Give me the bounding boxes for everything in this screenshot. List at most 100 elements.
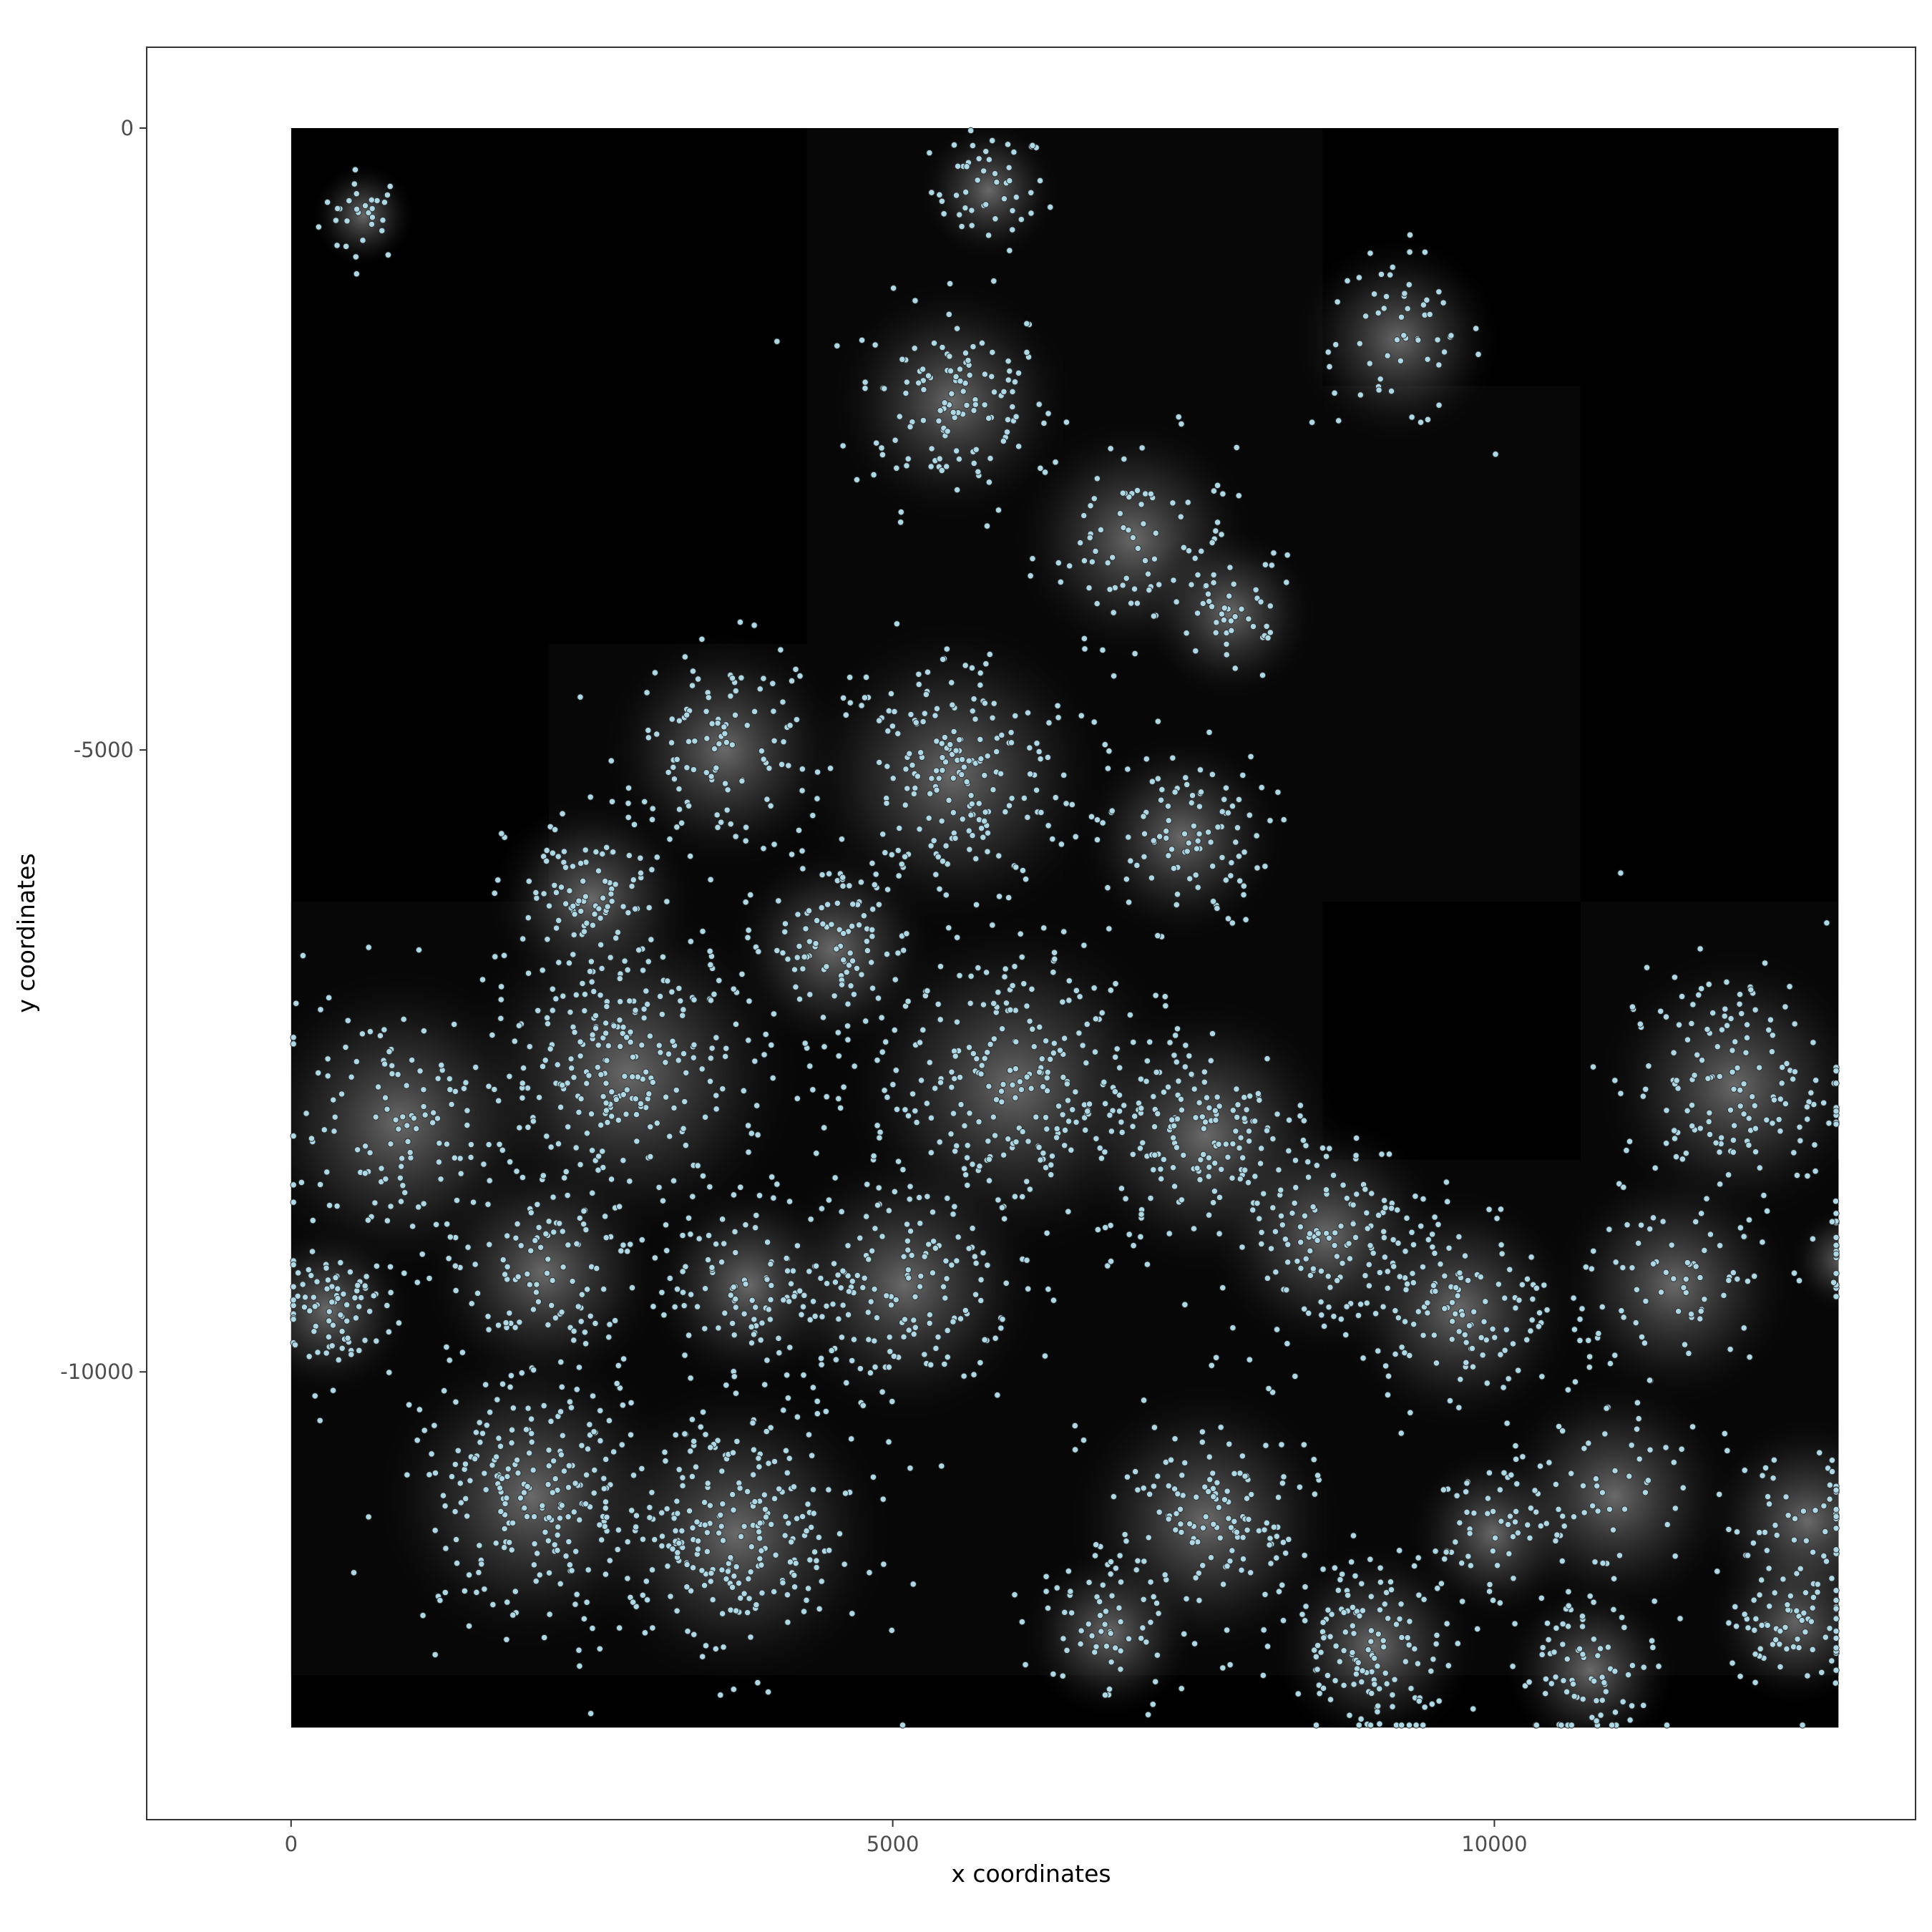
data-point [1059,1111,1066,1118]
data-point [981,700,989,707]
data-point [892,1296,900,1304]
data-point [547,1143,555,1151]
data-point [761,1491,769,1498]
data-point [960,763,968,771]
data-point [849,957,857,965]
data-point [1809,1548,1817,1556]
data-point [1043,1573,1050,1580]
data-point [1130,1038,1137,1046]
data-point [1569,1680,1577,1688]
data-point [1177,1521,1184,1528]
data-point [532,1577,540,1585]
data-point [775,1485,783,1493]
data-point [405,1401,413,1408]
data-point [899,947,907,954]
data-point [1790,1269,1798,1277]
data-point [491,889,498,897]
data-point [843,1379,850,1387]
data-point [987,454,994,462]
data-point [631,905,639,912]
data-point [761,1381,769,1388]
data-point [847,982,854,990]
data-point [1558,1722,1565,1729]
data-point [1670,1049,1677,1056]
data-point [1259,671,1267,679]
data-point [1130,1242,1137,1249]
data-point [506,1158,514,1166]
data-point [446,1075,454,1083]
data-point [579,877,587,885]
data-point [474,1289,482,1297]
data-point [1211,1188,1219,1195]
data-point [1023,320,1030,328]
data-point [1377,270,1385,278]
data-point [1123,875,1131,883]
data-point [952,373,960,381]
data-point [550,1457,557,1465]
data-point [1068,801,1076,809]
data-point [988,373,995,380]
data-point [562,1168,570,1176]
data-point [924,987,931,995]
data-point [781,1532,789,1539]
data-point [618,1247,625,1254]
data-point [1116,509,1124,517]
data-point [1445,1662,1452,1669]
data-point [1795,1277,1803,1284]
data-point [948,1262,955,1269]
data-point [1729,1148,1737,1156]
data-point [1240,882,1247,889]
data-point [1769,1120,1776,1127]
data-point [1219,854,1226,862]
data-point [1254,864,1261,872]
data-point [894,950,902,957]
data-point [1448,1317,1456,1325]
data-point [828,921,835,928]
data-point [890,1352,898,1360]
data-point [503,1494,510,1502]
data-point [1050,1040,1058,1047]
data-point [1697,1274,1704,1282]
data-point [1429,1244,1436,1251]
data-point [743,1488,751,1496]
data-point [1152,992,1159,999]
data-point [1035,401,1043,408]
data-point [1118,1128,1126,1136]
data-point [857,1234,864,1241]
data-point [985,1177,993,1184]
data-point [1273,1554,1280,1561]
data-point [1305,1309,1312,1317]
data-point [1147,490,1155,498]
data-point [432,1221,440,1229]
data-point [1790,1643,1797,1651]
data-point [1222,877,1230,884]
data-point [545,1446,552,1454]
data-point [668,739,675,746]
data-point [885,1207,893,1214]
data-point [1527,1327,1534,1335]
data-point [786,1198,794,1205]
data-point [1828,1218,1836,1226]
data-point [1750,1539,1757,1547]
data-point [315,223,323,230]
data-point [1415,336,1422,343]
data-point [1076,993,1083,1000]
data-point [441,1589,449,1596]
data-point [785,1520,792,1527]
data-point [381,1060,389,1068]
data-point [1807,1089,1815,1096]
data-point [905,1274,912,1282]
data-point [1791,1020,1798,1028]
data-point [1232,839,1239,846]
data-point [814,769,821,776]
data-point [933,705,941,713]
tissue-glow [1073,728,1290,946]
data-point [685,1214,693,1221]
data-point [1258,784,1265,791]
data-point [1099,819,1106,826]
data-point [813,1563,820,1571]
data-point [704,1256,712,1264]
data-point [371,1199,379,1206]
data-point [1380,1637,1387,1644]
data-point [730,1284,737,1291]
